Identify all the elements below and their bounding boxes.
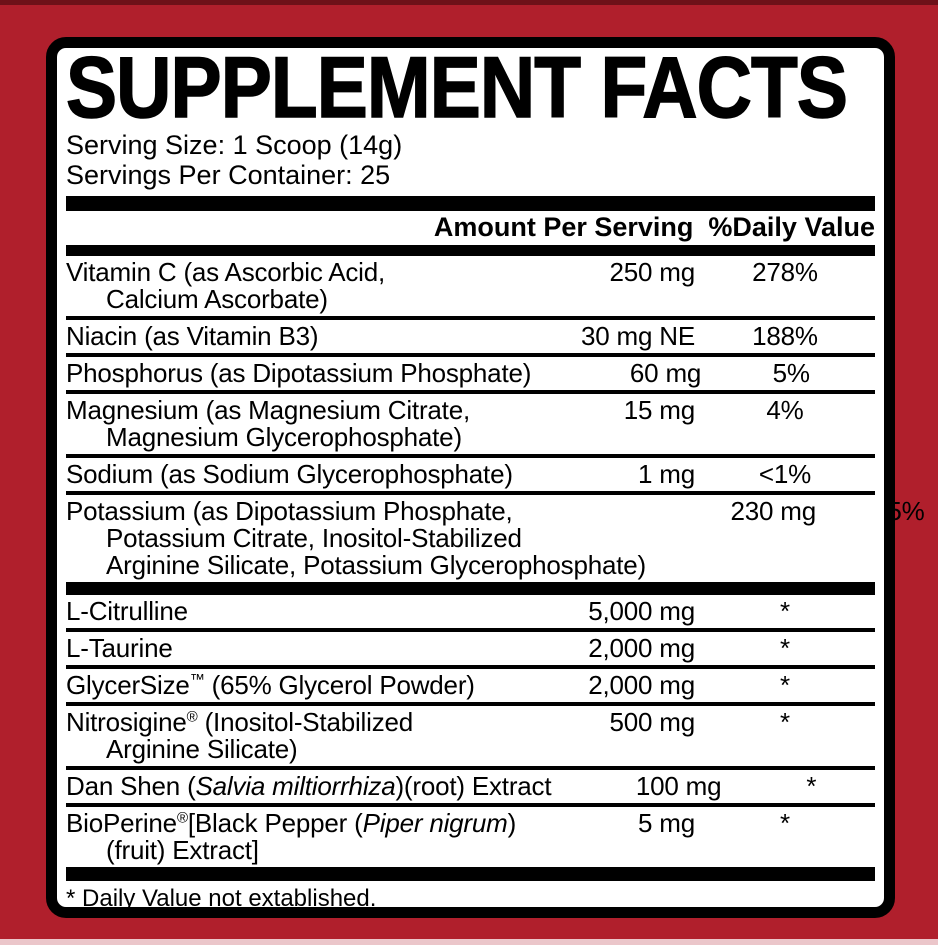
amount-value: 60 mg (629, 358, 702, 388)
name-text: Arginine Silicate, Potassium Glycerophos… (106, 550, 646, 580)
ingredient-name: Niacin (as Vitamin B3) (66, 323, 525, 350)
table-row: Dan Shen (Salvia miltiorrhiza)(root) Ext… (66, 766, 875, 803)
table-row: L-Taurine 2,000 mg * (66, 628, 875, 665)
name-text: (65% Glycerol Powder) (204, 670, 475, 700)
amount-column-header: Amount Per Serving (433, 212, 694, 242)
ingredient-name: Nitrosigine® (Inositol-Stabilized Arginin… (66, 709, 525, 763)
name-text: Arginine Silicate) (106, 734, 298, 764)
amount-value: 30 mg NE (580, 321, 695, 351)
ingredient-section-vitamins: Vitamin C (as Ascorbic Acid, Calcium Asco… (66, 256, 925, 582)
name-text: ) (507, 808, 517, 838)
trademark-symbol: ™ (189, 671, 205, 689)
name-text: Nitrosigine (66, 707, 187, 737)
table-row: Potassium (as Dipotassium Phosphate, Pota… (66, 491, 925, 582)
name-text: L-Citrulline (66, 596, 188, 626)
daily-value: 5% (887, 496, 925, 526)
name-text: Vitamin C (as Ascorbic Acid, (66, 257, 386, 287)
daily-value: 4% (766, 395, 804, 425)
bottom-edge-shading (0, 939, 938, 945)
amount-value: 2,000 mg (588, 670, 695, 700)
ingredient-name: Magnesium (as Magnesium Citrate, Magnesiu… (66, 397, 525, 451)
ingredient-name: Dan Shen (Salvia miltiorrhiza)(root) Ext… (66, 771, 552, 801)
table-row: Vitamin C (as Ascorbic Acid, Calcium Asco… (66, 256, 875, 316)
daily-value: * (780, 808, 790, 838)
daily-value: * (806, 771, 817, 801)
amount-value: 1 mg (637, 459, 695, 489)
name-text: GlycerSize (66, 670, 190, 700)
ingredient-name: L-Citrulline (66, 598, 525, 625)
ingredient-name: GlycerSize™ (65% Glycerol Powder) (66, 672, 525, 699)
panel-content: SUPPLEMENT FACTS Serving Size: 1 Scoop (… (57, 40, 925, 917)
daily-value: 278% (752, 257, 818, 287)
column-header-row: Amount Per Serving %Daily Value (66, 211, 875, 245)
name-text: Sodium (as Sodium Glycerophosphate) (66, 459, 513, 489)
name-text: [Black Pepper ( (187, 808, 363, 838)
divider-bar-bottom (66, 867, 875, 881)
table-row: Niacin (as Vitamin B3) 30 mg NE 188% (66, 316, 875, 353)
name-text: BioPerine (66, 808, 177, 838)
daily-value-footnote: * Daily Value not extablished. (66, 885, 377, 912)
name-text: Potassium Citrate, Inositol-Stabilized (106, 523, 522, 553)
name-text: )(root) Extract (395, 771, 552, 801)
table-row: GlycerSize™ (65% Glycerol Powder) 2,000 m… (66, 665, 875, 702)
name-text: L-Taurine (66, 633, 173, 663)
amount-value: 2,000 mg (588, 633, 695, 663)
name-text: Calcium Ascorbate) (106, 284, 328, 314)
daily-value: * (780, 633, 790, 663)
amount-value: 500 mg (609, 707, 695, 737)
amount-value: 230 mg (730, 496, 816, 526)
name-text: Dan Shen ( (66, 771, 196, 801)
name-text: Niacin (as Vitamin B3) (66, 321, 319, 351)
ingredient-name: L-Taurine (66, 635, 525, 662)
amount-value: 5,000 mg (588, 596, 695, 626)
amount-value: 250 mg (609, 257, 695, 287)
amount-value: 100 mg (635, 771, 722, 801)
amount-value: 15 mg (623, 395, 695, 425)
ingredient-name: Sodium (as Sodium Glycerophosphate) (66, 461, 525, 488)
name-text: Magnesium Glycerophosphate) (106, 422, 462, 452)
table-row: L-Citrulline 5,000 mg * (66, 595, 875, 628)
panel-title: SUPPLEMENT FACTS (65, 40, 848, 136)
serving-size-line: Serving Size: 1 Scoop (14g) (66, 130, 403, 160)
table-row: BioPerine®[Black Pepper (Piper nigrum) (f… (66, 803, 875, 867)
name-text: (Inositol-Stabilized (197, 707, 414, 737)
trademark-symbol: ® (176, 809, 188, 827)
top-edge-shading (0, 0, 938, 5)
name-text: Potassium (as Dipotassium Phosphate, (66, 496, 513, 526)
ingredient-name: Vitamin C (as Ascorbic Acid, Calcium Asco… (66, 259, 525, 313)
daily-value: <1% (758, 459, 812, 489)
latin-name: Piper nigrum (362, 808, 508, 838)
divider-bar-header (66, 245, 875, 256)
name-text: Magnesium (as Magnesium Citrate, (66, 395, 470, 425)
ingredient-section-actives: L-Citrulline 5,000 mg * L-Taurine 2,000 mg * G… (66, 595, 875, 867)
divider-bar-middle (66, 582, 875, 595)
table-row: Magnesium (as Magnesium Citrate, Magnesiu… (66, 390, 875, 454)
serving-info: Serving Size: 1 Scoop (14g) Servings Per… (66, 130, 875, 190)
latin-name: Salvia miltiorrhiza (195, 771, 396, 801)
name-text: Phosphorus (as Dipotassium Phosphate) (66, 358, 532, 388)
table-row: Phosphorus (as Dipotassium Phosphate) 60 … (66, 353, 875, 390)
ingredient-name: Phosphorus (as Dipotassium Phosphate) (66, 360, 531, 387)
daily-value: * (780, 707, 790, 737)
trademark-symbol: ® (186, 708, 198, 726)
table-row: Sodium (as Sodium Glycerophosphate) 1 mg <… (66, 454, 875, 491)
supplement-facts-panel: SUPPLEMENT FACTS Serving Size: 1 Scoop (… (46, 37, 925, 918)
ingredient-name: BioPerine®[Black Pepper (Piper nigrum) (f… (66, 810, 525, 864)
table-row: Nitrosigine® (Inositol-Stabilized Arginin… (66, 702, 875, 766)
daily-value: * (780, 596, 790, 626)
divider-bar-top (66, 196, 875, 211)
daily-value: 188% (752, 321, 818, 351)
daily-value-column-header: %Daily Value (708, 212, 875, 242)
daily-value: 5% (772, 358, 810, 388)
ingredient-name: Potassium (as Dipotassium Phosphate, Pota… (66, 498, 646, 579)
amount-value: 5 mg (637, 808, 695, 838)
name-text: (fruit) Extract] (106, 835, 259, 865)
servings-per-container-line: Servings Per Container: 25 (66, 160, 391, 190)
daily-value: * (780, 670, 790, 700)
